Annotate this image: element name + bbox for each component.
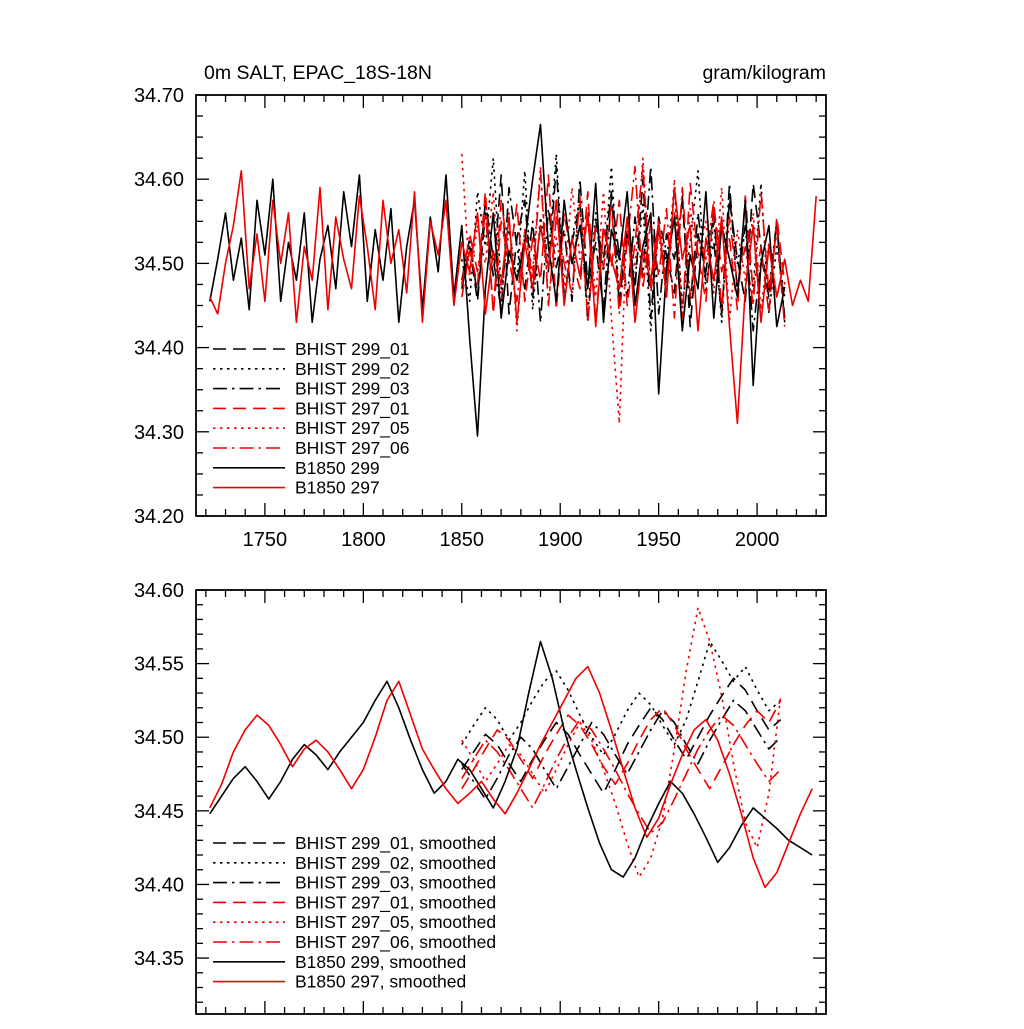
series-line-bhist-297-05-smoothed xyxy=(461,606,782,878)
legend-label: BHIST 299_03 xyxy=(295,379,409,400)
y-tick-label: 34.40 xyxy=(134,874,184,896)
legend-label: BHIST 299_03, smoothed xyxy=(295,873,496,894)
legend-label: BHIST 297_01, smoothed xyxy=(295,892,496,913)
legend-label: B1850 299, smoothed xyxy=(295,952,466,972)
series-line-bhist-297-06-smoothed xyxy=(461,714,782,834)
x-tick-label: 1950 xyxy=(636,529,681,551)
series-line-b1850-297 xyxy=(209,170,817,425)
y-tick-label: 34.45 xyxy=(134,801,184,823)
y-tick-label: 34.20 xyxy=(134,506,184,528)
legend-label: BHIST 299_02 xyxy=(295,359,409,380)
series-line-bhist-299-01 xyxy=(461,165,786,328)
chart-title: 0m SALT, EPAC_18S-18N xyxy=(204,62,432,84)
legend-label: BHIST 297_05 xyxy=(295,418,409,439)
y-tick-label: 34.30 xyxy=(134,422,184,444)
x-tick-label: 1850 xyxy=(440,529,485,551)
y-tick-label: 34.60 xyxy=(134,169,184,191)
legend-label: BHIST 299_01, smoothed xyxy=(295,833,496,854)
y-tick-label: 34.50 xyxy=(134,253,184,275)
units-label: gram/kilogram xyxy=(702,62,826,84)
series-line-b1850-299-smoothed xyxy=(209,640,813,878)
legend-label: BHIST 297_01 xyxy=(295,398,409,419)
series-line-bhist-297-01 xyxy=(461,165,786,324)
y-tick-label: 34.70 xyxy=(134,85,184,107)
y-tick-label: 34.50 xyxy=(134,727,184,749)
series-line-bhist-299-02-smoothed xyxy=(461,640,782,756)
plot-frame xyxy=(195,589,827,1015)
legend-label: BHIST 297_05, smoothed xyxy=(295,912,496,933)
legend-label: BHIST 299_02, smoothed xyxy=(295,853,496,874)
legend-label: BHIST 299_01 xyxy=(295,339,409,360)
x-tick-label: 1800 xyxy=(341,529,386,551)
y-tick-label: 34.60 xyxy=(134,580,184,602)
x-tick-label: 1750 xyxy=(243,529,288,551)
y-tick-label: 34.55 xyxy=(134,654,184,676)
series-line-bhist-299-01-smoothed xyxy=(461,677,782,795)
x-tick-label: 1900 xyxy=(538,529,583,551)
x-tick-label: 2000 xyxy=(735,529,780,551)
legend-label: BHIST 297_06, smoothed xyxy=(295,932,496,953)
series-line-bhist-297-01-smoothed xyxy=(461,700,782,790)
series-line-b1850-297-smoothed xyxy=(209,665,813,889)
legend-label: B1850 297 xyxy=(295,478,380,498)
legend-label: BHIST 297_06 xyxy=(295,438,409,459)
y-tick-label: 34.40 xyxy=(134,338,184,360)
legend-label: B1850 297, smoothed xyxy=(295,972,466,992)
y-tick-label: 34.35 xyxy=(134,948,184,970)
legend-label: B1850 299 xyxy=(295,458,380,478)
